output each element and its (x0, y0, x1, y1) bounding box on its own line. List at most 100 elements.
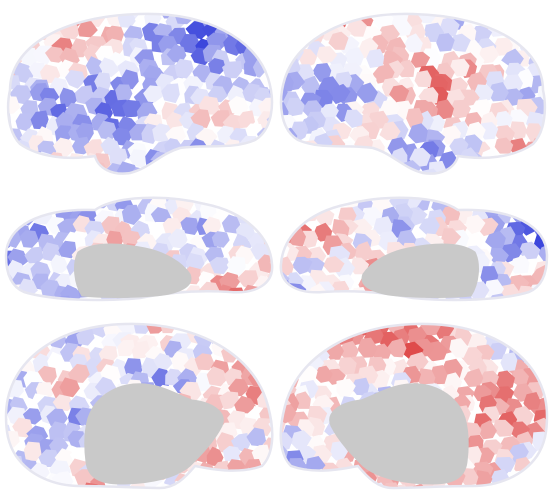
cortical-parcel (436, 176, 453, 193)
cortical-parcel (492, 419, 514, 437)
cortical-parcel (549, 251, 553, 270)
cortical-parcel (449, 338, 469, 358)
cortical-parcel (546, 203, 547, 222)
cortical-parcel (8, 13, 17, 25)
cortical-parcel (183, 176, 201, 192)
cortical-parcel (504, 470, 525, 489)
cortical-parcel (6, 207, 8, 228)
cortical-parcel (234, 323, 257, 336)
cortical-parcel (140, 197, 161, 199)
right-hemisphere-medial-medial-wall (329, 383, 469, 485)
cortical-parcel (366, 48, 385, 68)
cortical-parcel (56, 166, 75, 174)
right-hemisphere-ventral-outline (279, 196, 549, 302)
cortical-parcel (312, 197, 333, 212)
cortical-parcel (372, 63, 395, 84)
cortical-parcel (33, 481, 54, 489)
cortical-parcel (280, 327, 296, 348)
cortical-parcel (65, 174, 86, 190)
cortical-parcel (22, 329, 41, 347)
cortical-parcel (183, 323, 205, 328)
cortical-parcel (510, 197, 530, 202)
cortical-parcel (2, 0, 20, 12)
cortical-parcel (194, 353, 215, 371)
cortical-parcel (203, 302, 223, 321)
cortical-parcel (6, 197, 13, 210)
cortical-parcel (542, 26, 545, 44)
cortical-parcel (310, 13, 332, 25)
cortical-parcel (174, 58, 194, 79)
cortical-parcel (53, 137, 75, 157)
cortical-parcel (463, 368, 484, 388)
right-hemisphere-lateral-outline (279, 12, 547, 175)
cortical-parcel (6, 197, 8, 217)
cortical-parcel (183, 13, 202, 18)
cortical-parcel (42, 323, 61, 335)
cortical-parcel (514, 485, 533, 489)
cortical-parcel (71, 0, 89, 7)
cortical-parcel (322, 484, 340, 489)
right-hemisphere-ventral-panel (276, 192, 553, 304)
cortical-parcel (268, 0, 288, 5)
cortical-parcel (540, 334, 547, 352)
cortical-parcel (248, 197, 269, 201)
cortical-parcel (250, 197, 271, 216)
cortical-parcel (204, 474, 228, 489)
cortical-parcel (54, 175, 73, 194)
cortical-parcel (176, 0, 195, 1)
cortical-parcel (184, 285, 202, 300)
cortical-parcel (281, 32, 302, 52)
cortical-parcel (518, 13, 539, 25)
cortical-parcel (1, 0, 18, 3)
cortical-parcel (433, 0, 452, 13)
cortical-parcel (250, 323, 270, 337)
cortical-parcel (298, 475, 319, 489)
cortical-parcel (291, 333, 313, 354)
cortical-parcel (112, 489, 130, 500)
cortical-parcel (6, 266, 7, 284)
cortical-parcel (268, 83, 272, 100)
cortical-parcel (247, 472, 268, 489)
cortical-parcel (196, 172, 218, 174)
cortical-parcel (222, 468, 244, 488)
cortical-parcel (373, 216, 393, 235)
cortical-parcel (68, 363, 90, 383)
cortical-parcel (203, 153, 221, 172)
cortical-parcel (137, 0, 154, 6)
cortical-parcel (488, 82, 509, 102)
cortical-parcel (249, 150, 269, 169)
cortical-parcel (47, 351, 66, 372)
cortical-parcel (520, 0, 539, 2)
cortical-parcel (410, 51, 431, 68)
cortical-parcel (161, 83, 180, 104)
cortical-parcel (220, 323, 240, 340)
cortical-parcel (511, 152, 532, 173)
cortical-parcel (0, 11, 7, 29)
cortical-parcel (350, 286, 368, 300)
left-hemisphere-medial-medial-wall (84, 383, 224, 485)
cortical-parcel (114, 0, 134, 6)
cortical-parcel (152, 297, 171, 300)
cortical-parcel (22, 0, 41, 4)
right-hemisphere-medial-panel (276, 316, 553, 492)
cortical-parcel (14, 13, 34, 25)
cortical-parcel (290, 171, 308, 174)
cortical-parcel (336, 378, 356, 397)
cortical-parcel (120, 302, 139, 321)
cortical-parcel (546, 489, 553, 500)
cortical-parcel (219, 391, 240, 410)
cortical-parcel (236, 164, 257, 174)
cortical-parcel (192, 294, 214, 300)
cortical-parcel (13, 470, 36, 489)
cortical-parcel (478, 420, 497, 440)
cortical-parcel (0, 305, 16, 323)
cortical-parcel (65, 69, 86, 89)
cortical-parcel (45, 485, 68, 489)
cortical-parcel (306, 197, 327, 199)
cortical-parcel (198, 482, 220, 489)
cortical-parcel (347, 0, 365, 13)
cortical-parcel (144, 175, 162, 193)
cortical-parcel (51, 295, 74, 300)
left-hemisphere-medial-surface (4, 322, 274, 490)
cortical-parcel (293, 487, 312, 489)
